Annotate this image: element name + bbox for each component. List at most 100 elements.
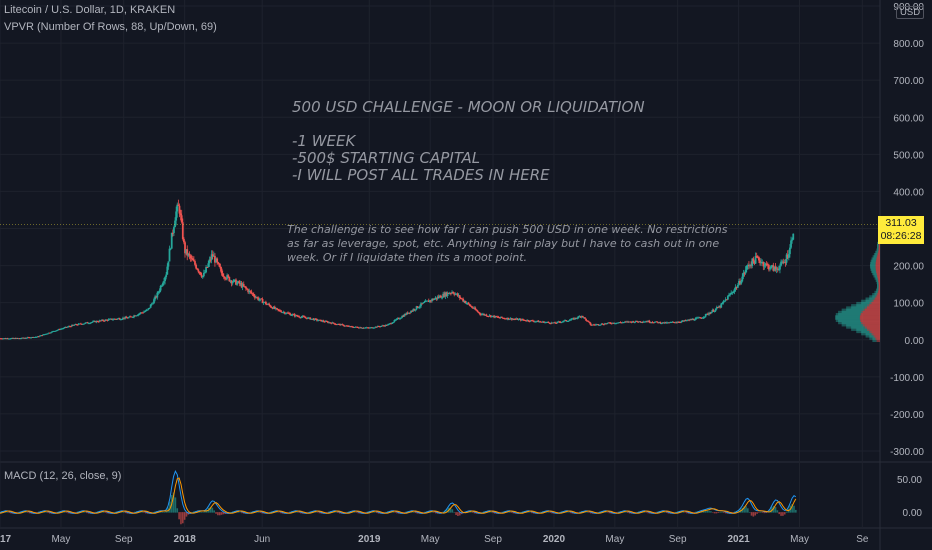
macd-histogram-bar bbox=[754, 512, 757, 516]
candle-body bbox=[722, 301, 725, 304]
macd-histogram-bar bbox=[85, 512, 88, 514]
macd-histogram-bar bbox=[597, 511, 600, 513]
candle-body bbox=[304, 317, 307, 319]
candle-body bbox=[139, 312, 142, 314]
currency-badge[interactable]: USD bbox=[896, 6, 925, 19]
macd-histogram-bar bbox=[423, 511, 426, 513]
candle-body bbox=[369, 327, 371, 329]
candle-body bbox=[402, 316, 405, 318]
candle-body bbox=[52, 331, 55, 333]
candle-body bbox=[212, 255, 215, 257]
vpvr-bar-down bbox=[864, 324, 880, 329]
vpvr-bar-up bbox=[835, 317, 861, 322]
candle-body bbox=[621, 322, 624, 324]
macd-histogram-bar bbox=[643, 511, 646, 513]
candle-body bbox=[779, 265, 781, 270]
candle-body bbox=[670, 322, 673, 324]
vpvr-bar-up bbox=[861, 330, 872, 336]
candle-body bbox=[157, 292, 160, 294]
macd-histogram-bar bbox=[704, 511, 707, 513]
macd-histogram-bar bbox=[763, 512, 766, 514]
candle-body bbox=[51, 331, 53, 333]
candle-body bbox=[338, 323, 340, 325]
macd-histogram-bar bbox=[737, 510, 740, 513]
candle-body bbox=[317, 320, 319, 322]
candle-body bbox=[399, 318, 401, 320]
candle-body bbox=[435, 297, 438, 299]
macd-histogram-bar bbox=[665, 512, 668, 513]
candle-body bbox=[230, 280, 233, 284]
candle-body bbox=[450, 293, 452, 295]
candle-body bbox=[7, 338, 10, 340]
candle-body bbox=[241, 284, 244, 288]
macd-histogram-bar bbox=[606, 512, 609, 513]
macd-histogram-bar bbox=[750, 512, 753, 516]
macd-histogram-bar bbox=[490, 512, 492, 513]
vpvr-bar-down bbox=[875, 261, 880, 267]
macd-histogram-bar bbox=[63, 511, 66, 513]
macd-histogram-bar bbox=[702, 511, 705, 513]
candle-body bbox=[72, 324, 75, 326]
candle-body bbox=[206, 266, 209, 268]
candle-body bbox=[310, 318, 313, 320]
candle-body bbox=[78, 323, 81, 325]
candle-body bbox=[514, 319, 517, 321]
candle-body bbox=[764, 263, 767, 266]
vpvr-bar-up bbox=[838, 319, 862, 325]
candle-body bbox=[755, 256, 758, 258]
candle-body bbox=[201, 276, 204, 278]
candle-body bbox=[464, 300, 467, 304]
vpvr-bar-up bbox=[872, 337, 877, 343]
candle-body bbox=[138, 313, 141, 315]
candle-body bbox=[176, 204, 179, 212]
vpvr-bar-down bbox=[878, 286, 880, 291]
candle-body bbox=[611, 322, 614, 324]
candle-body bbox=[284, 313, 287, 315]
candle-body bbox=[197, 269, 200, 272]
candle-body bbox=[421, 303, 424, 305]
candle-body bbox=[440, 295, 442, 298]
candle-body bbox=[87, 323, 90, 325]
candle-body bbox=[345, 325, 348, 327]
candle-body bbox=[646, 321, 648, 323]
candle-body bbox=[604, 323, 606, 325]
candle-body bbox=[24, 337, 27, 339]
candle-body bbox=[43, 334, 46, 336]
y-tick-label: 800.00 bbox=[893, 39, 924, 50]
candle-body bbox=[29, 337, 31, 339]
y-tick-label: 0.00 bbox=[905, 336, 925, 347]
candle-body bbox=[248, 290, 251, 293]
candle-body bbox=[649, 322, 652, 324]
candle-body bbox=[250, 291, 253, 294]
candle-body bbox=[610, 323, 613, 325]
candle-body bbox=[415, 306, 418, 310]
vpvr-bar-down bbox=[877, 290, 880, 296]
candle-body bbox=[698, 317, 700, 319]
candle-body bbox=[109, 318, 112, 320]
candle-body bbox=[283, 312, 286, 314]
macd-histogram-bar bbox=[250, 511, 252, 513]
candle-body bbox=[525, 320, 528, 322]
macd-histogram-bar bbox=[412, 511, 415, 513]
challenge-headline: 500 USD CHALLENGE - MOON OR LIQUIDATION bbox=[292, 98, 645, 116]
candle-body bbox=[36, 336, 39, 338]
x-tick-label: May bbox=[605, 534, 624, 545]
candle-body bbox=[781, 261, 784, 263]
candle-body bbox=[60, 328, 62, 330]
candle-body bbox=[496, 316, 499, 318]
candle-body bbox=[458, 295, 461, 298]
candle-body bbox=[341, 324, 344, 326]
macd-histogram-bar bbox=[36, 512, 38, 513]
candle-body bbox=[386, 324, 389, 326]
x-tick-label: 2020 bbox=[543, 534, 566, 545]
challenge-bullet-1: -1 WEEK bbox=[292, 132, 356, 150]
macd-histogram-bar bbox=[471, 512, 474, 513]
candle-body bbox=[784, 262, 787, 264]
candle-body bbox=[725, 299, 728, 301]
x-tick-label: 2018 bbox=[174, 534, 197, 545]
candle-body bbox=[65, 326, 68, 328]
candle-body bbox=[142, 312, 144, 314]
macd-histogram-bar bbox=[756, 512, 758, 514]
candle-body bbox=[635, 320, 637, 323]
